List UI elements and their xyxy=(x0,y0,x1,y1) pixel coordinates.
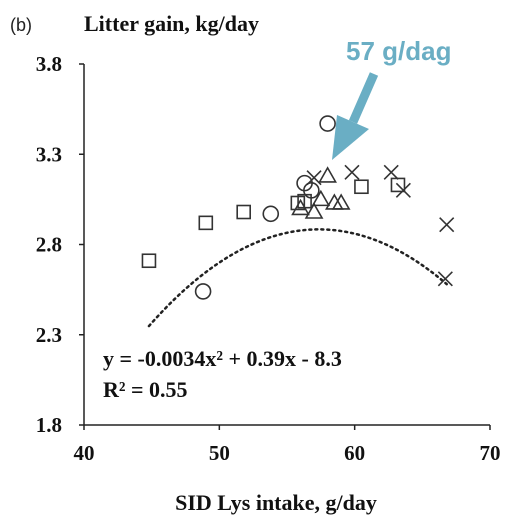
axis-ticks: 3.8 3.3 2.8 2.3 1.8 40 50 60 70 xyxy=(36,52,501,465)
equation-label: y = -0.0034x² + 0.39x - 8.3 xyxy=(103,346,342,371)
x-marker-stroke xyxy=(306,170,322,186)
chart-title: Litter gain, kg/day xyxy=(84,11,259,36)
x-tick-label: 70 xyxy=(480,441,501,465)
x-tick-label: 60 xyxy=(344,441,365,465)
data-points xyxy=(141,115,455,300)
callout-arrow xyxy=(332,72,379,160)
x-marker xyxy=(344,164,360,180)
x-tick-label: 50 xyxy=(209,441,230,465)
x-marker-stroke xyxy=(395,182,411,198)
square-marker xyxy=(198,215,214,231)
circle-marker xyxy=(262,205,280,223)
x-marker-stroke xyxy=(344,164,360,180)
callout-text: 57 g/dag xyxy=(346,36,451,66)
square-marker xyxy=(141,253,157,269)
triangle-marker xyxy=(304,202,324,219)
y-tick-label: 2.3 xyxy=(36,323,62,347)
y-tick-label: 3.8 xyxy=(36,52,62,76)
triangle-marker xyxy=(318,166,337,183)
circle-marker xyxy=(303,182,320,199)
triangle-marker xyxy=(311,189,331,207)
triangle-marker xyxy=(331,193,351,210)
x-axis-title: SID Lys intake, g/day xyxy=(175,490,377,515)
y-tick-label: 2.8 xyxy=(36,233,62,257)
x-marker xyxy=(437,271,453,287)
x-marker xyxy=(383,164,399,180)
r-squared-label: R² = 0.55 xyxy=(103,377,188,402)
x-marker-stroke xyxy=(437,271,453,287)
square-marker xyxy=(236,204,251,220)
x-tick-label: 40 xyxy=(74,441,95,465)
trendline xyxy=(147,228,448,328)
x-marker-stroke xyxy=(383,164,399,180)
y-tick-label: 3.3 xyxy=(36,142,62,166)
x-marker xyxy=(306,170,322,186)
x-marker xyxy=(439,217,455,233)
x-marker-stroke xyxy=(439,217,455,233)
circle-marker xyxy=(194,283,212,300)
triangle-marker xyxy=(291,198,310,216)
trendline-curve xyxy=(147,228,448,328)
circle-marker xyxy=(319,115,336,132)
panel-label: (b) xyxy=(10,15,32,35)
square-marker xyxy=(354,179,369,195)
x-marker xyxy=(395,182,411,198)
y-tick-label: 1.8 xyxy=(36,413,62,437)
